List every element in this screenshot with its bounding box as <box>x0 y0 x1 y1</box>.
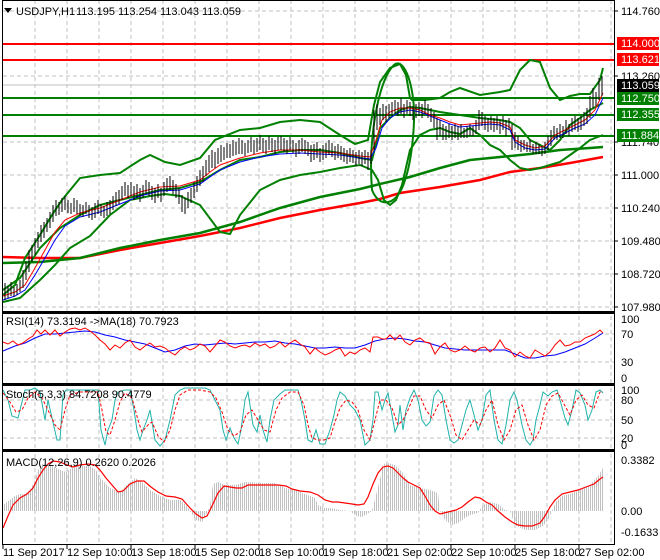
rsi-panel[interactable]: RSI(14) 73.3194 ->MA(18) 70.7923 <box>2 316 614 383</box>
level-tag-112355[interactable]: 112.355 <box>617 108 660 121</box>
macd-signal-line <box>2 460 604 529</box>
time-label: 22 Sep 10:00 <box>451 547 516 559</box>
level-tag-113621[interactable]: 113.621 <box>617 53 660 66</box>
macd-histogram <box>3 463 603 530</box>
rsi-tick: 30 <box>621 357 633 369</box>
svg-text:113.621: 113.621 <box>621 54 660 66</box>
rsi-tick: 100 <box>621 314 639 326</box>
stoch-signal-line <box>2 389 603 443</box>
stoch-tick: 100 <box>621 385 639 397</box>
time-label: 12 Sep 10:00 <box>67 547 132 559</box>
macd-panel[interactable]: MACD(12,26,9) 0.2620 0.2026 <box>2 454 612 543</box>
symbol-header[interactable]: USDJPY,H1 113.195 113.254 113.043 113.05… <box>4 6 241 18</box>
ohlc-bars <box>4 76 603 300</box>
rsi-ma-line <box>2 330 604 359</box>
time-label: 19 Sep 18:00 <box>323 547 388 559</box>
stoch-grid <box>3 388 614 449</box>
ma-fast-blue-line <box>2 97 604 301</box>
svg-text:112.750: 112.750 <box>621 93 660 105</box>
macd-tick: 0.3382 <box>621 455 655 467</box>
svg-text:112.355: 112.355 <box>621 109 660 121</box>
ma-slow-red-line <box>2 155 604 260</box>
stoch-main-line <box>2 387 604 447</box>
price-tick: 114.760 <box>621 6 660 18</box>
bollinger-upper-line <box>2 58 604 296</box>
rsi-axis: 100 70 30 0 <box>621 314 639 385</box>
current-price-tag[interactable]: 113.059 <box>617 79 660 92</box>
symbol-title: USDJPY,H1 <box>16 6 75 18</box>
price-axis[interactable]: 114.760 113.260 111.740 111.000 110.240 … <box>614 6 660 314</box>
stoch-tick: 20 <box>621 433 633 445</box>
panel-separators[interactable] <box>2 311 615 452</box>
svg-text:113.059: 113.059 <box>621 80 660 92</box>
price-tick: 111.000 <box>621 170 659 182</box>
stoch-title: Stoch(5,3,3) 84.7208 90.4779 <box>6 389 152 401</box>
ma-fast-red-line <box>2 92 604 297</box>
macd-title: MACD(12,26,9) 0.2620 0.2026 <box>6 457 156 469</box>
time-label: 25 Sep 18:00 <box>515 547 580 559</box>
triangle-down-icon[interactable] <box>4 8 12 13</box>
price-tick: 109.480 <box>621 236 660 248</box>
time-label: 11 Sep 2017 <box>3 547 65 559</box>
time-label: 15 Sep 02:00 <box>195 547 260 559</box>
time-axis-ticks <box>2 545 580 549</box>
svg-text:114.000: 114.000 <box>621 38 660 50</box>
price-tick: 108.720 <box>621 269 660 281</box>
ma-slow-green-line <box>2 145 604 265</box>
stoch-panel[interactable]: Stoch(5,3,3) 84.7208 90.4779 <box>2 387 614 449</box>
price-axis-ticks <box>614 10 618 308</box>
rsi-tick: 0 <box>621 373 627 385</box>
time-label: 13 Sep 18:00 <box>131 547 196 559</box>
rsi-line <box>2 327 604 359</box>
rsi-grid <box>3 316 614 383</box>
price-tick: 110.240 <box>621 203 660 215</box>
level-tag-114000[interactable]: 114.000 <box>617 37 660 50</box>
level-tag-112750[interactable]: 112.750 <box>617 92 660 105</box>
ohlc-values: 113.195 113.254 113.043 113.059 <box>76 6 241 18</box>
stoch-tick: 80 <box>621 395 633 407</box>
macd-axis: 0.3382 0.00 -0.1633 <box>621 455 658 539</box>
stoch-axis: 100 80 50 20 0 <box>621 385 639 452</box>
rsi-title: RSI(14) 73.3194 ->MA(18) 70.7923 <box>6 316 179 328</box>
level-tag-111884[interactable]: 111.884 <box>617 129 659 142</box>
time-label: 27 Sep 02:00 <box>579 547 644 559</box>
time-axis[interactable]: 11 Sep 2017 12 Sep 10:00 13 Sep 18:00 15… <box>2 545 644 559</box>
macd-tick: -0.1633 <box>621 527 658 539</box>
macd-tick: 0.00 <box>621 506 642 518</box>
rsi-tick: 70 <box>621 329 633 341</box>
main-price-panel[interactable]: USDJPY,H1 113.195 113.254 113.043 113.05… <box>2 0 614 312</box>
time-label: 21 Sep 02:00 <box>387 547 452 559</box>
stoch-tick: 50 <box>621 415 633 427</box>
stoch-tick: 0 <box>621 440 627 452</box>
svg-text:111.884: 111.884 <box>621 130 659 142</box>
price-tick: 107.980 <box>621 302 660 314</box>
time-label: 18 Sep 10:00 <box>259 547 324 559</box>
